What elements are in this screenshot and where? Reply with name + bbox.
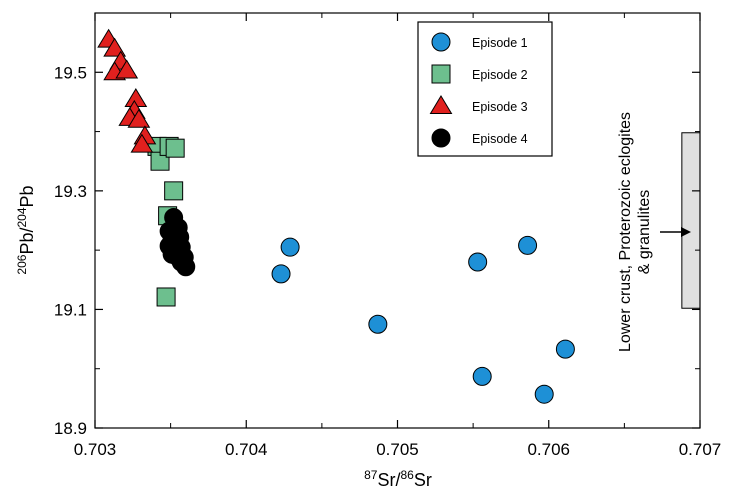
data-point-episode-3 [127,108,151,128]
x-tick-label: 0.704 [225,440,268,459]
x-label-sup-1: 87 [364,468,378,482]
annotation-arrowhead [681,227,691,237]
y-label-part-2: Pb [17,185,37,207]
x-axis-ticks: 0.703 0.704 0.705 0.706 0.707 [74,13,722,459]
x-label-sup-2: 86 [401,468,415,482]
y-tick-label: 19.5 [54,63,87,82]
data-point-episode-1 [472,366,492,386]
legend-label-episode-1: Episode 1 [472,36,528,50]
y-label-part-1: Pb/ [17,228,37,255]
legend-marker-episode-3 [429,95,453,114]
reference-annotation: Lower crust, Proterozoic eclogites & gra… [617,112,653,352]
data-point-episode-1 [368,314,388,334]
legend-marker-episode-1 [431,32,451,52]
data-point-episode-3 [103,37,127,57]
annotation-line-2: & granulites [636,190,653,275]
data-point-episode-3 [115,59,139,79]
data-point-episode-2 [164,181,184,201]
data-point-episode-1 [555,339,575,359]
plot-frame [94,12,701,429]
x-tick-label: 0.703 [74,440,117,459]
legend-marker-episode-2 [431,64,451,84]
data-point-episode-3 [130,133,154,153]
data-point-episode-4 [176,257,196,277]
x-label-part-2: Sr [414,470,432,490]
legend-label-episode-2: Episode 2 [472,68,528,82]
y-label-sup-1: 206 [15,254,29,274]
x-axis-label: 87Sr/86Sr [364,468,432,490]
data-points [97,28,575,404]
legend-label-episode-4: Episode 4 [472,132,528,146]
x-label-part-1: Sr/ [377,470,400,490]
data-point-episode-1 [534,384,554,404]
y-tick-label: 19.3 [54,182,87,201]
y-label-sup-2: 204 [15,207,29,227]
x-tick-label: 0.705 [376,440,419,459]
data-point-episode-1 [468,252,488,272]
y-axis-ticks: 18.9 19.1 19.3 19.5 [54,63,700,438]
data-point-episode-2 [156,287,176,307]
reference-range-band [681,132,701,309]
annotation-line-1: Lower crust, Proterozoic eclogites [617,112,634,352]
y-axis-label: 206Pb/204Pb [15,185,37,274]
data-point-episode-2 [165,138,185,158]
x-tick-label: 0.706 [527,440,570,459]
legend-marker-episode-4 [431,128,451,148]
legend: Episode 1 Episode 2 Episode 3 Episode 4 [417,21,553,157]
y-tick-label: 18.9 [54,419,87,438]
x-tick-label: 0.707 [679,440,722,459]
y-axis-label-group: 206Pb/204Pb [15,185,37,274]
legend-label-episode-3: Episode 3 [472,100,528,114]
data-point-episode-1 [280,237,300,257]
y-tick-label: 19.1 [54,300,87,319]
data-point-episode-1 [518,235,538,255]
legend-items: Episode 1 Episode 2 Episode 3 Episode 4 [429,32,528,148]
data-point-episode-1 [271,264,291,284]
